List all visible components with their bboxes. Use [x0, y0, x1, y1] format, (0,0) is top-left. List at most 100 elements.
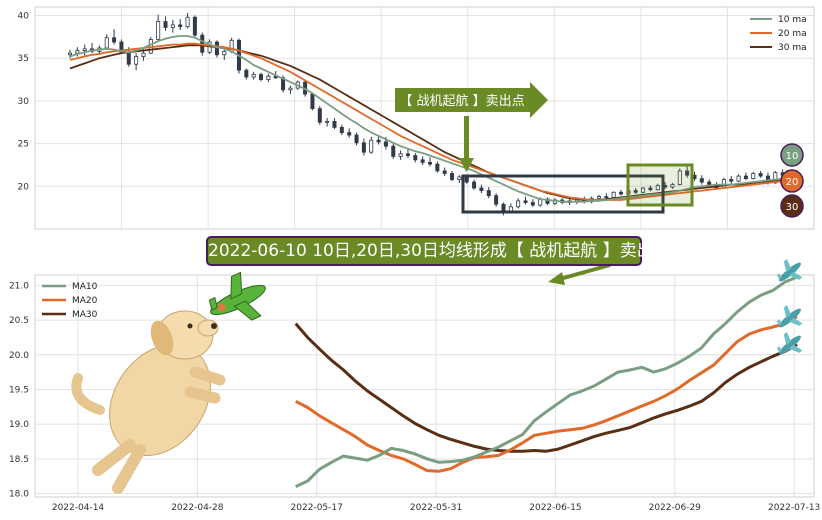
ma10-badge: 10	[780, 143, 804, 167]
candlestick-bar	[185, 12, 190, 29]
down-arrow-icon	[459, 116, 474, 172]
ma-x-ticks: 2022-04-14 2022-04-28 2022-05-17 2022-05-31…	[52, 503, 820, 513]
ma-x-tick-label: 2022-05-17	[291, 503, 343, 513]
candlestick-bar	[619, 189, 624, 196]
candlestick-bar	[288, 85, 293, 95]
legend-label-10ma: 10 ma	[778, 15, 807, 25]
candlestick-bar	[486, 187, 491, 199]
candlestick-bar	[420, 156, 425, 165]
candlestick-bar	[391, 143, 396, 159]
ma-y-tick-label: 20.5	[9, 316, 29, 326]
ma-x-tick-label: 2022-06-15	[529, 503, 581, 513]
candlestick-bar	[758, 170, 763, 178]
ma30-badge-label: 30	[786, 202, 799, 213]
candlestick-y-tick-label: 20	[18, 182, 30, 192]
legend-label-30ma: 30 ma	[778, 43, 807, 53]
candlestick-bar	[332, 118, 337, 130]
consolidation-highlight-box	[461, 174, 665, 214]
candlestick-bar	[339, 124, 344, 136]
candlestick-bar	[685, 165, 690, 178]
candlestick-bar	[413, 153, 418, 163]
ma10-line	[295, 275, 798, 488]
candlestick-bar	[82, 44, 87, 56]
green-plane-icon	[208, 271, 266, 321]
candlestick-bar	[450, 170, 455, 182]
candlestick-bar	[479, 184, 484, 194]
legend-label-ma10: MA10	[72, 282, 98, 292]
legend-label-20ma: 20 ma	[778, 29, 807, 39]
ma10-badge-label: 10	[786, 151, 799, 162]
candlestick-series	[68, 12, 793, 216]
ma30-badge: 30	[780, 194, 804, 218]
candlestick-bar	[516, 198, 521, 209]
candlestick-bar	[736, 174, 741, 183]
candlestick-bar	[369, 136, 374, 154]
ma10-line	[69, 35, 791, 203]
ma20-badge: 20	[780, 169, 804, 193]
dog-illustration	[71, 310, 226, 494]
candlestick-bar	[317, 106, 322, 125]
airplane-icon	[776, 331, 803, 355]
candlestick-bar	[134, 53, 139, 71]
ma30-line	[294, 322, 798, 453]
candlestick-bar	[435, 161, 440, 173]
ma-x-tick-label: 2022-06-29	[649, 503, 702, 513]
ma-x-tick-label: 2022-05-31	[410, 503, 462, 513]
ma-x-tick-label: 2022-04-14	[52, 503, 105, 513]
candlestick-bar	[405, 148, 410, 159]
candlestick-bar	[354, 132, 359, 146]
candlestick-bar	[170, 19, 175, 33]
candlestick-bar	[112, 29, 117, 45]
sell-signal-arrow-banner: 【 战机起航 】卖出点	[395, 82, 548, 118]
signal-highlight-box	[626, 163, 694, 207]
candlestick-bar	[611, 191, 616, 199]
candlestick-bar	[494, 193, 499, 207]
legend-label-ma30: MA30	[72, 310, 98, 320]
candlestick-bar	[156, 14, 161, 42]
candlestick-bar	[472, 179, 477, 190]
ma-y-tick-label: 20.0	[9, 351, 29, 361]
candlestick-bar	[427, 157, 432, 167]
ma20-badge-label: 20	[786, 177, 799, 188]
ma-y-tick-label: 18.5	[9, 455, 29, 465]
candlestick-bar	[244, 68, 249, 80]
candlestick-ma-lines	[69, 35, 791, 203]
candlestick-bar	[655, 183, 660, 191]
candlestick-bar	[743, 172, 748, 181]
airplane-icon	[776, 258, 803, 282]
candlestick-bar	[530, 199, 535, 207]
candlestick-bar	[214, 40, 219, 58]
candlestick-bar	[457, 175, 462, 183]
candlestick-y-tick-label: 30	[18, 97, 30, 107]
ma-y-tick-label: 21.0	[9, 281, 29, 291]
candlestick-bar	[163, 16, 168, 31]
ma-x-tick-label: 2022-07-13	[768, 503, 820, 513]
candlestick-bar	[266, 73, 271, 83]
candlestick-bar	[251, 71, 256, 80]
sell-signal-callout-banner: 2022-06-10 10日,20日,30日均线形成【 战机起航 】卖出点	[206, 236, 671, 266]
candlestick-legend: 10 ma 20 ma 30 ma	[750, 15, 807, 53]
candlestick-bar	[648, 185, 653, 192]
candlestick-bar	[325, 118, 330, 127]
ma-x-tick-label: 2022-04-28	[171, 503, 224, 513]
candlestick-bar	[192, 15, 197, 37]
candlestick-y-ticks: 20 25 30 35 40	[18, 12, 30, 193]
candlestick-bar	[729, 176, 734, 184]
ma-legend: MA10 MA20 MA30	[42, 282, 98, 320]
ma-y-ticks: 18.0 18.5 19.0 19.5 20.0 20.5 21.0	[9, 281, 29, 499]
ma-line-panel: 18.018.519.019.520.020.521.0 2022-04-14 2…	[9, 258, 820, 513]
candlestick-bar	[442, 167, 447, 177]
legend-label-ma20: MA20	[72, 296, 98, 306]
candlestick-bar	[347, 128, 352, 138]
candlestick-bar	[751, 171, 756, 180]
candlestick-y-tick-label: 25	[18, 140, 29, 150]
candlestick-bar	[523, 196, 528, 205]
candlestick-bar	[361, 138, 366, 156]
candlestick-bar	[259, 72, 264, 82]
ma-y-tick-label: 18.0	[9, 490, 29, 500]
ma20-line	[295, 315, 798, 473]
ma20-line	[69, 42, 791, 201]
candlestick-bar	[677, 168, 682, 186]
candlestick-bar	[604, 193, 609, 200]
